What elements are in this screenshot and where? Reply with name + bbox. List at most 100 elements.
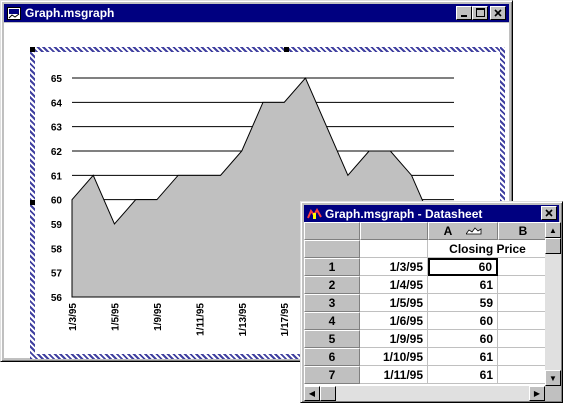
series-name-row-header[interactable] xyxy=(304,240,360,258)
row-label-cell[interactable]: 1/4/95 xyxy=(360,276,428,294)
row-header[interactable]: 4 xyxy=(304,312,360,330)
close-icon xyxy=(494,6,502,20)
row-header[interactable]: 2 xyxy=(304,276,360,294)
scroll-down-button[interactable]: ▼ xyxy=(545,370,561,386)
data-cell-b[interactable] xyxy=(498,312,545,330)
scroll-right-button[interactable]: ▶ xyxy=(529,386,545,401)
data-cell-a-text: 60 xyxy=(478,260,492,274)
datasheet-horizontal-scrollbar[interactable]: ◀ ▶ xyxy=(304,386,545,401)
row-header-text: 3 xyxy=(328,296,336,310)
row-header[interactable]: 5 xyxy=(304,330,360,348)
scroll-down-arrow-icon: ▼ xyxy=(549,373,557,383)
row-label-column-header[interactable] xyxy=(360,222,428,240)
data-cell-b[interactable] xyxy=(498,276,545,294)
column-letter-b: B xyxy=(518,224,528,238)
chart-selection-border-right xyxy=(500,47,505,207)
row-header[interactable]: 6 xyxy=(304,348,360,366)
y-tick-label: 65 xyxy=(51,74,63,85)
row-label-cell[interactable]: 1/9/95 xyxy=(360,330,428,348)
data-cell-a[interactable]: 61 xyxy=(428,276,498,294)
x-tick-label: 1/5/95 xyxy=(110,303,121,331)
horizontal-scroll-thumb[interactable] xyxy=(320,386,336,401)
row-label-cell[interactable]: 1/5/95 xyxy=(360,294,428,312)
select-all-corner[interactable] xyxy=(304,222,360,240)
series-name-cell-a[interactable]: Closing Price xyxy=(428,240,545,258)
minimize-button[interactable] xyxy=(456,6,472,20)
row-header[interactable]: 7 xyxy=(304,366,360,384)
row-header-text: 7 xyxy=(328,368,336,382)
datasheet-vertical-scrollbar[interactable]: ▲ ▼ xyxy=(545,222,561,386)
data-cell-a-text: 60 xyxy=(479,331,493,346)
data-cell-b[interactable] xyxy=(498,366,545,384)
row-header-text: 6 xyxy=(328,350,336,364)
y-tick-label: 59 xyxy=(51,220,63,231)
graph-window-title: Graph.msgraph xyxy=(25,6,115,20)
y-tick-label: 63 xyxy=(51,123,63,134)
column-header-a[interactable]: A xyxy=(428,222,498,240)
msgraph-datasheet-icon xyxy=(306,207,322,221)
y-tick-label: 64 xyxy=(51,98,63,109)
row-header-text: 1 xyxy=(328,260,336,274)
row-label-cell[interactable]: 1/10/95 xyxy=(360,348,428,366)
row-header[interactable]: 3 xyxy=(304,294,360,312)
row-header-text: 2 xyxy=(328,278,336,292)
column-header-b[interactable]: B xyxy=(498,222,545,240)
data-cell-a-text: 61 xyxy=(479,367,493,382)
data-cell-b[interactable] xyxy=(498,330,545,348)
chart-selection-border-bottom xyxy=(30,354,305,359)
data-cell-a[interactable]: 60 xyxy=(428,258,498,276)
data-cell-a[interactable]: 60 xyxy=(428,312,498,330)
row-label-cell[interactable]: 1/11/95 xyxy=(360,366,428,384)
data-cell-b[interactable] xyxy=(498,348,545,366)
datasheet-close-button[interactable] xyxy=(541,206,557,220)
y-tick-label: 60 xyxy=(51,196,63,207)
x-tick-label: 1/9/95 xyxy=(153,303,164,331)
scroll-left-arrow-icon: ◀ xyxy=(308,389,316,398)
datasheet-grid[interactable]: A B Closing Price 1 1/3/95 60 2 1/4/95 61 3 1/5… xyxy=(304,222,545,386)
chart-selection-border-top xyxy=(30,47,505,52)
datasheet-title-bar[interactable]: Graph.msgraph - Datasheet xyxy=(304,205,559,222)
resize-handle-middle-left[interactable] xyxy=(30,200,35,205)
vertical-scroll-thumb[interactable] xyxy=(545,238,561,254)
row-header-text: 5 xyxy=(328,332,336,346)
data-cell-a[interactable]: 61 xyxy=(428,348,498,366)
row-label-cell-text: 1/4/95 xyxy=(389,277,423,292)
data-cell-a-text: 60 xyxy=(479,313,493,328)
column-letter-a: A xyxy=(443,224,453,238)
y-tick-label: 57 xyxy=(51,269,63,280)
x-tick-label: 1/3/95 xyxy=(68,303,79,331)
y-tick-label: 61 xyxy=(51,171,63,182)
data-cell-a[interactable]: 59 xyxy=(428,294,498,312)
area-chart-icon xyxy=(465,224,482,238)
resize-handle-top-middle[interactable] xyxy=(284,47,289,52)
maximize-icon xyxy=(475,6,485,20)
data-cell-b[interactable] xyxy=(498,294,545,312)
minimize-icon xyxy=(460,6,468,20)
scrollbar-corner xyxy=(545,386,561,401)
y-tick-label: 58 xyxy=(51,244,63,255)
y-tick-label: 62 xyxy=(51,147,63,158)
row-header[interactable]: 1 xyxy=(304,258,360,276)
close-button[interactable] xyxy=(490,6,506,20)
data-cell-a[interactable]: 61 xyxy=(428,366,498,384)
maximize-button[interactable] xyxy=(472,6,488,20)
data-cell-a[interactable]: 60 xyxy=(428,330,498,348)
data-cell-b[interactable] xyxy=(498,258,545,276)
series-name-label-cell[interactable] xyxy=(360,240,428,258)
row-label-cell[interactable]: 1/3/95 xyxy=(360,258,428,276)
row-label-cell-text: 1/11/95 xyxy=(383,367,423,382)
x-tick-label: 1/13/95 xyxy=(238,303,249,337)
graph-title-bar[interactable]: Graph.msgraph xyxy=(4,4,509,22)
scroll-up-button[interactable]: ▲ xyxy=(545,222,561,238)
row-label-cell-text: 1/5/95 xyxy=(389,295,423,310)
row-label-cell-text: 1/6/95 xyxy=(389,313,423,328)
resize-handle-top-left[interactable] xyxy=(30,47,35,52)
scroll-left-button[interactable]: ◀ xyxy=(304,386,320,401)
series-name-closing-price: Closing Price xyxy=(449,241,526,256)
row-label-cell[interactable]: 1/6/95 xyxy=(360,312,428,330)
row-label-cell-text: 1/3/95 xyxy=(389,259,423,274)
scroll-up-arrow-icon: ▲ xyxy=(549,225,557,235)
data-cell-a-text: 61 xyxy=(479,277,493,292)
x-tick-label: 1/11/95 xyxy=(195,303,206,336)
graph-document-icon xyxy=(6,6,22,20)
